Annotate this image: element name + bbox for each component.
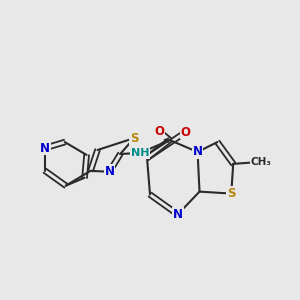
- Text: N: N: [173, 208, 183, 221]
- Text: N: N: [40, 142, 50, 154]
- Text: S: S: [227, 187, 236, 200]
- Text: N: N: [193, 146, 202, 158]
- Text: CH₃: CH₃: [250, 157, 272, 167]
- Text: O: O: [181, 126, 191, 139]
- Text: NH: NH: [131, 148, 149, 158]
- Text: O: O: [154, 125, 164, 138]
- Text: N: N: [104, 165, 114, 178]
- Text: S: S: [130, 132, 138, 145]
